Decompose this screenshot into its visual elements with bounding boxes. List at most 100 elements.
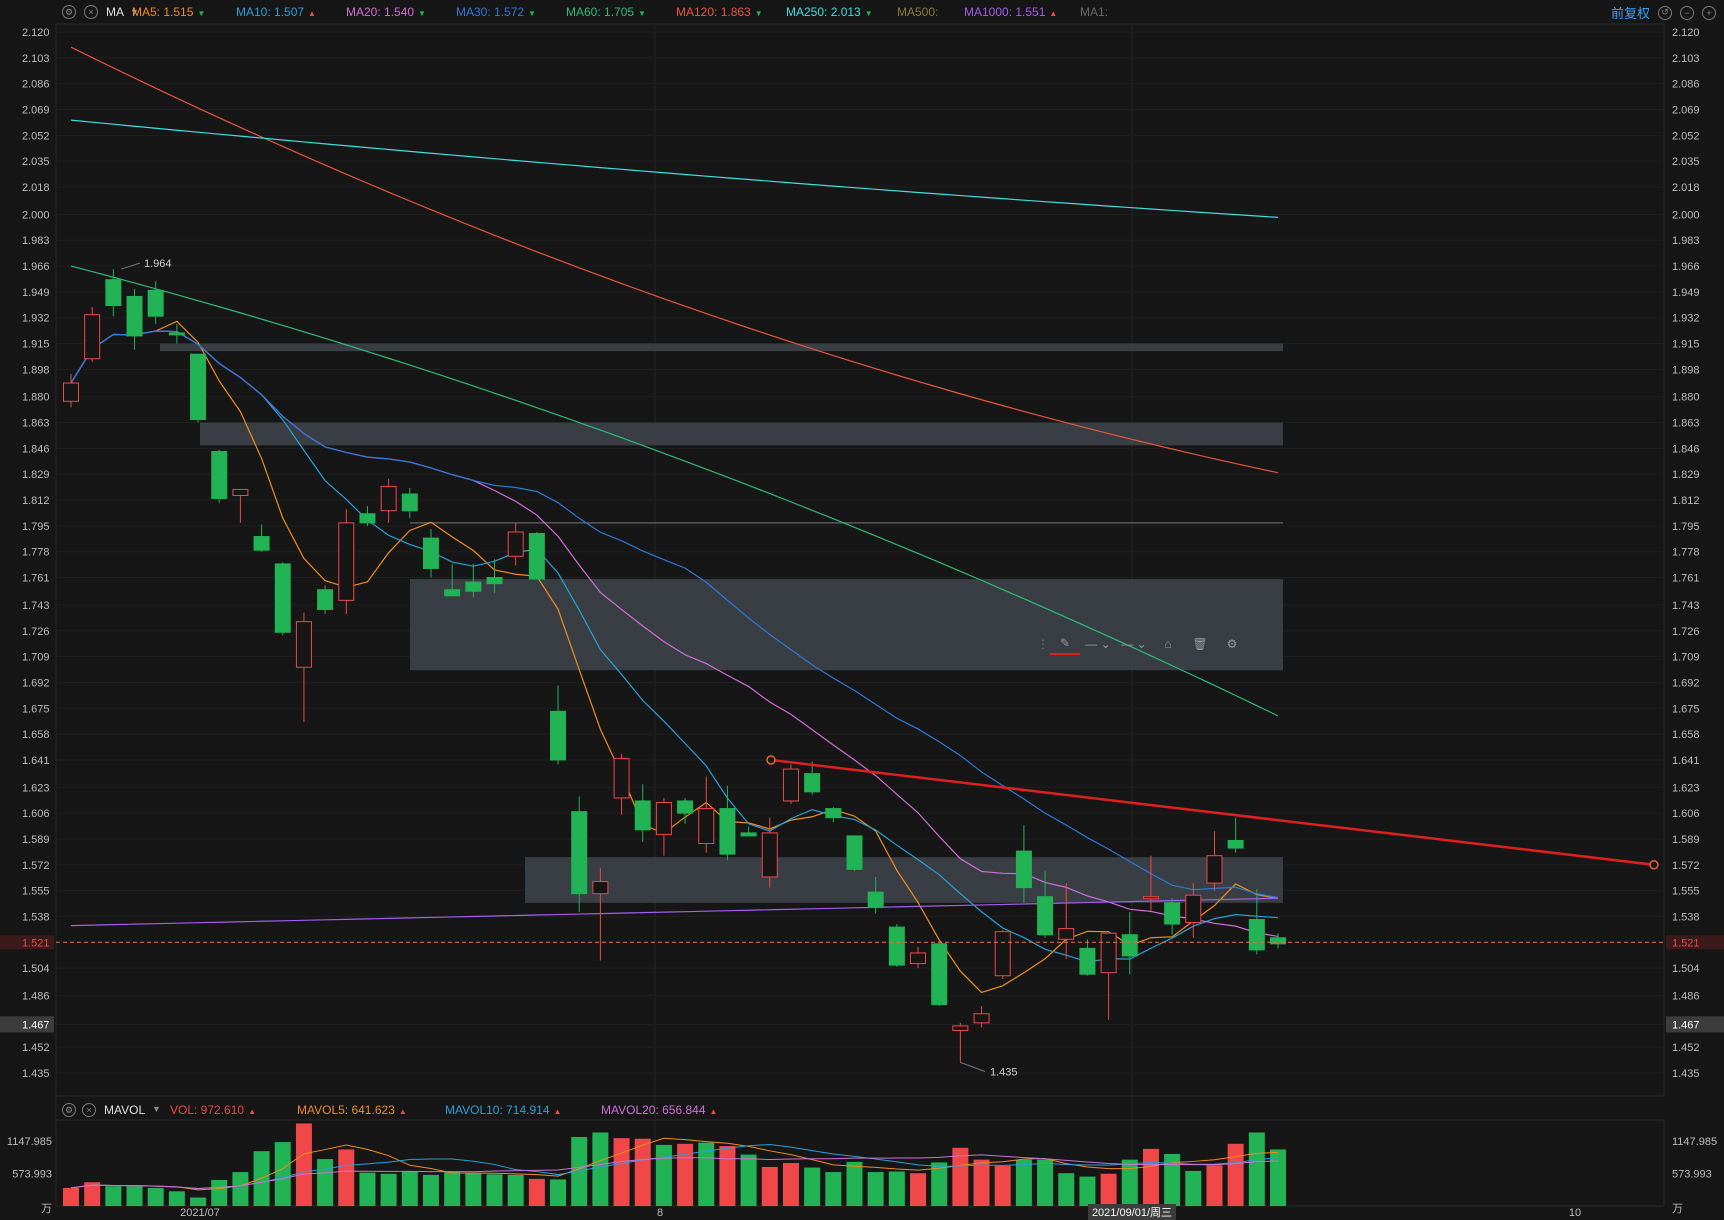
low-leader [960,1061,986,1072]
legend-label: MA60: 1.705 [566,5,635,19]
ma10-line [70,330,1279,963]
high-leader [121,262,141,270]
volume-bar [952,1147,969,1206]
drawing-toolbar: ⋮ ✎ — ⌄ — ⌄ ⌂ 🗑 ⚙ [1036,629,1262,659]
y-tick-left: 2.018 [22,182,50,194]
drag-handle-icon[interactable]: ⋮ [1037,637,1049,651]
volume-bar [105,1186,122,1206]
candle-body [274,563,291,633]
volume-bar [571,1137,588,1206]
y-tick-right: 2.052 [1672,130,1700,142]
legend-ma30: MA30: 1.572 ▼ [456,5,536,19]
candle-body [380,485,397,512]
down-arrow-icon: ▼ [418,9,426,18]
volume-bar [698,1142,715,1206]
volume-bar [401,1171,418,1206]
chevron-down-icon[interactable]: ▼ [130,7,139,17]
close-icon[interactable]: × [84,5,98,19]
volume-bar [465,1173,482,1206]
legend-label: MA30: 1.572 [456,5,525,19]
close-icon[interactable]: × [82,1103,96,1117]
candle-body [1248,919,1265,951]
volume-bar [1142,1148,1159,1206]
legend-ma10: MA10: 1.507 ▲ [236,5,316,19]
volume-bar [486,1174,503,1206]
settings-icon[interactable]: ⚙ [62,1103,76,1117]
x-tick-label: 10 [1569,1207,1581,1219]
lock-icon[interactable]: ⌂ [1164,637,1172,651]
chevron-down-icon[interactable]: ▼ [152,1104,161,1114]
y-tick-left: 1.658 [22,729,50,741]
minus-icon[interactable]: − [1680,5,1694,20]
price-adjust-toggle[interactable]: 前复权 [1610,6,1650,21]
volume-tick-left: 万 [41,1203,52,1215]
volume-bar [1037,1159,1054,1206]
legend-label: MA120: 1.863 [676,5,751,19]
undo-icon[interactable]: ↺ [1658,5,1672,20]
y-tick-right: 2.035 [1672,156,1700,168]
plus-icon[interactable]: + [1702,5,1716,20]
legend-ma1000: MA1000: 1.551 ▲ [964,5,1057,19]
volume-bar [507,1174,524,1206]
top-right-controls: 前复权 ↺ − + [1611,3,1716,22]
up-arrow-icon: ▲ [398,1107,407,1116]
legend-ma250: MA250: 2.013 ▼ [786,5,873,19]
gear-icon[interactable]: ⚙ [1226,637,1238,651]
y-tick-left: 2.086 [22,79,50,91]
y-tick-right: 1.555 [1672,886,1700,898]
current-price-right: 1.521 [1672,937,1700,949]
volume-bar [592,1132,609,1206]
y-tick-left: 2.035 [22,156,50,168]
volume-bar [973,1159,990,1206]
y-tick-right: 1.932 [1672,313,1700,325]
candle-body [655,801,672,835]
y-tick-right: 2.120 [1672,27,1700,39]
legend-ma1: MA1: [1080,5,1108,19]
line-width-icon[interactable]: — ⌄ [1121,637,1147,651]
pen-color-icon[interactable]: ✎ [1050,633,1080,655]
down-arrow-icon: ▼ [197,9,206,18]
y-tick-left: 1.726 [22,626,50,638]
y-tick-right: 1.589 [1672,834,1700,846]
low-label: 1.435 [990,1066,1018,1078]
candle-body [782,768,799,802]
legend-ma20: MA20: 1.540 ▼ [346,5,426,19]
y-tick-right: 1.538 [1672,911,1700,923]
y-tick-right: 1.435 [1672,1068,1700,1080]
volume-tick-left: 1147.985 [7,1136,52,1148]
candle-body [1164,902,1181,925]
y-tick-right: 1.726 [1672,626,1700,638]
candle-body [295,621,312,668]
legend-label: MA1: [1080,5,1109,19]
settings-icon[interactable]: ⚙ [62,5,76,19]
volume-tick-right: 573.993 [1672,1169,1712,1181]
volume-bar [550,1179,567,1206]
ma60-line [70,265,1279,717]
volume-tick-left: 573.993 [12,1169,52,1181]
indicator-selector[interactable]: MA [106,5,124,19]
candle-body [1037,896,1054,936]
y-tick-left: 2.000 [22,209,50,221]
candle-body [1015,850,1032,889]
volume-indicator-selector[interactable]: MAVOL [104,1103,146,1117]
ma250-line [70,119,1279,219]
candle-body [528,533,545,580]
cursor-tag-left [0,1016,54,1033]
delete-icon[interactable]: 🗑 [1192,637,1208,651]
y-tick-left: 1.880 [22,392,50,404]
volume-bar [761,1166,778,1206]
price-zone [525,857,1283,903]
candle-body [1121,934,1138,957]
y-tick-right: 1.709 [1672,652,1700,664]
candle-body [1079,947,1096,975]
candle-body [1227,839,1244,849]
date-cursor-tag [1088,1204,1176,1220]
line-style-icon[interactable]: — ⌄ [1085,637,1111,651]
volume-bar [63,1187,79,1206]
y-tick-left: 1.538 [22,911,50,923]
ma120-line [70,46,1279,474]
candle-body [698,808,715,845]
candle-body [1142,896,1159,900]
up-arrow-icon: ▲ [553,1107,562,1116]
